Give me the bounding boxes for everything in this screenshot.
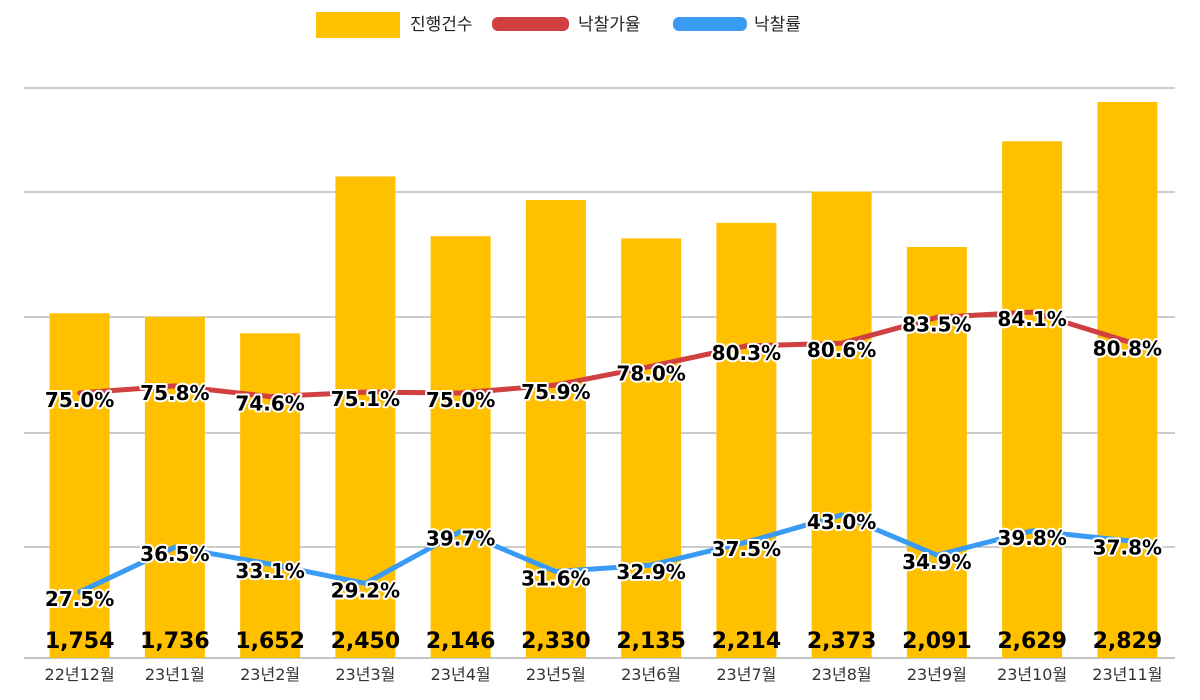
data-label: 37.8% [1093,536,1162,560]
data-label: 37.5% [712,537,781,561]
legend-swatch-line [492,17,569,31]
data-label: 80.3% [712,341,781,365]
x-tick-label: 23년8월 [812,665,872,684]
legend-label: 낙찰가율 [578,15,641,35]
x-tick-label: 23년4월 [431,665,491,684]
bar [716,222,777,659]
data-label: 31.6% [521,567,590,591]
bar-value-label: 2,091 [902,629,972,654]
x-tick-label: 23년3월 [335,665,395,684]
bar-value-label: 2,330 [521,629,591,654]
bar-value-label: 2,829 [1093,629,1163,654]
bar-value-label: 1,754 [45,629,115,654]
data-label: 84.1% [997,307,1066,331]
bar [1097,101,1158,658]
x-tick-label: 23년1월 [145,665,205,684]
bar-value-label: 2,146 [426,629,496,654]
data-label: 32.9% [616,560,685,584]
bar [906,247,967,658]
data-label: 83.5% [902,312,971,336]
legend-swatch-line [673,17,747,31]
legend-label: 낙찰률 [754,15,801,35]
data-label: 80.8% [1093,336,1162,360]
x-tick-label: 23년11월 [1092,665,1162,684]
bar [430,236,491,658]
x-tick-label: 23년7월 [716,665,776,684]
legend-label: 진행건수 [410,15,473,35]
bar-value-label: 2,135 [616,629,686,654]
data-label: 27.5% [45,587,114,611]
x-tick-label: 23년10월 [997,665,1067,684]
data-label: 33.1% [235,559,304,583]
data-label: 74.6% [235,392,304,416]
bar-value-label: 2,629 [997,629,1067,654]
bar [811,191,872,658]
series-line-1 [77,309,1130,400]
bar-value-label: 2,450 [331,629,401,654]
data-label: 75.8% [140,381,209,405]
data-label: 78.0% [616,361,685,385]
data-label: 39.7% [426,526,495,550]
x-tick-label: 22년12월 [45,665,115,684]
bar [525,200,586,658]
data-label: 75.0% [426,388,495,412]
bar [240,333,301,658]
bar-value-label: 2,373 [807,629,877,654]
x-tick-label: 23년9월 [907,665,967,684]
series-line-2 [77,512,1130,595]
x-tick-label: 23년5월 [526,665,586,684]
bar [144,316,205,658]
bar-value-label: 2,214 [712,629,782,654]
x-tick-label: 23년6월 [621,665,681,684]
bar [621,238,682,659]
bar [49,313,110,658]
data-label: 36.5% [140,542,209,566]
data-label: 34.9% [902,550,971,574]
data-label: 75.1% [331,387,400,411]
data-label: 80.6% [807,338,876,362]
data-label: 43.0% [807,510,876,534]
data-label: 75.9% [521,380,590,404]
legend-swatch-bar [316,12,400,38]
bar-value-label: 1,652 [235,629,305,654]
data-label: 75.0% [45,388,114,412]
data-label: 29.2% [331,578,400,602]
bar-value-label: 1,736 [140,629,210,654]
bar [1002,141,1063,659]
x-tick-label: 23년2월 [240,665,300,684]
data-label: 39.8% [997,526,1066,550]
